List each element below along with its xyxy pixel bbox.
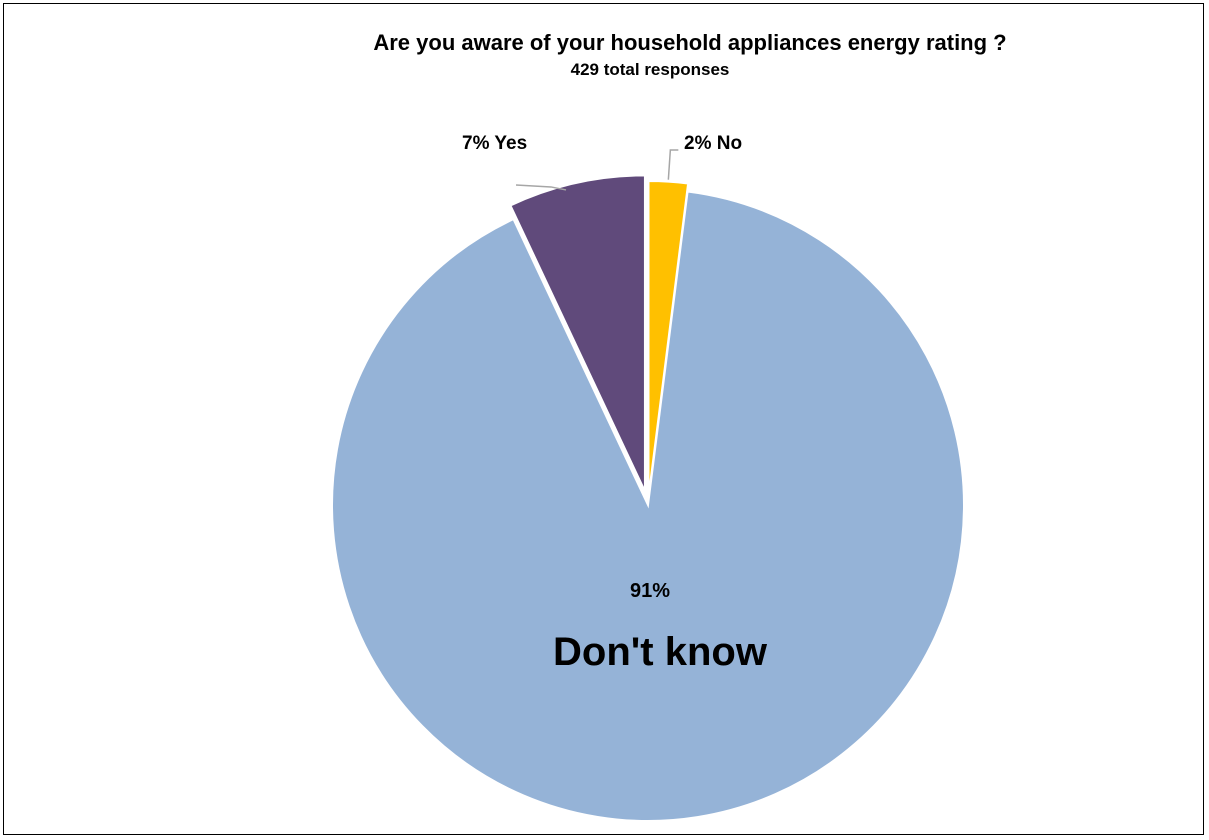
leader-line-no: [667, 149, 679, 180]
chart-title: Are you aware of your household applianc…: [373, 30, 1007, 55]
chart-subtitle: 429 total responses: [570, 60, 730, 79]
data-label-don-t-know: Don't know: [553, 630, 768, 674]
data-label-no: 2% No: [684, 133, 742, 154]
leader-line-yes: [515, 184, 567, 191]
pie-slice-yes: [509, 174, 646, 492]
data-label-yes: 7% Yes: [462, 133, 527, 154]
data-label-value-don-t-know: 91%: [630, 580, 670, 602]
pie-slice-don-t-know: [331, 190, 965, 822]
